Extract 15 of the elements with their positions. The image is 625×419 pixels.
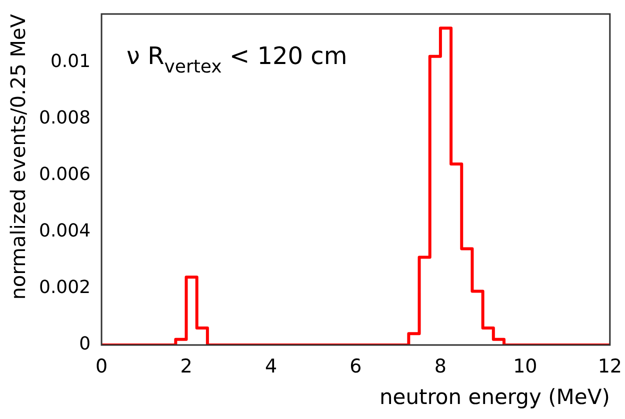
y-axis-title: normalized events/0.25 MeV — [6, 14, 30, 300]
y-tick-label: 0.004 — [39, 220, 91, 242]
x-tick-label: 8 — [434, 355, 446, 378]
x-axis-title: neutron energy (MeV) — [379, 384, 610, 409]
x-tick-label: 12 — [598, 355, 622, 378]
y-tick-label: 0.01 — [50, 50, 91, 72]
x-tick-label: 10 — [513, 355, 538, 378]
y-tick-label: 0 — [79, 334, 91, 355]
y-tick-label: 0.002 — [39, 277, 91, 298]
x-tick-label: 6 — [350, 355, 362, 378]
y-tick-label: 0.008 — [39, 107, 91, 128]
x-tick-label: 4 — [264, 355, 278, 378]
x-tick-label: 0 — [95, 355, 108, 378]
x-tick-label: 2 — [180, 355, 192, 378]
y-tick-label: 0.006 — [39, 164, 91, 185]
